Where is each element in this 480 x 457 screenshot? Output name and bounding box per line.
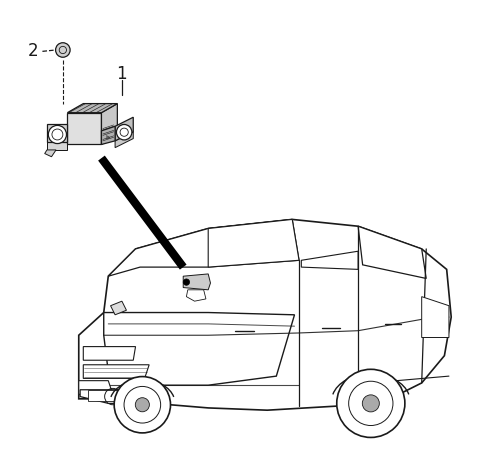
Circle shape bbox=[48, 125, 67, 143]
Circle shape bbox=[135, 398, 149, 412]
Polygon shape bbox=[79, 381, 113, 394]
Polygon shape bbox=[101, 126, 115, 144]
Polygon shape bbox=[186, 290, 206, 301]
Polygon shape bbox=[101, 104, 118, 144]
Polygon shape bbox=[45, 150, 56, 157]
Polygon shape bbox=[47, 142, 67, 150]
Circle shape bbox=[56, 43, 70, 57]
Text: b: b bbox=[106, 135, 109, 140]
Polygon shape bbox=[422, 297, 449, 338]
Text: 1: 1 bbox=[117, 65, 127, 83]
Polygon shape bbox=[183, 274, 210, 290]
Polygon shape bbox=[115, 132, 133, 148]
Polygon shape bbox=[301, 251, 358, 269]
Circle shape bbox=[183, 279, 190, 285]
Polygon shape bbox=[115, 117, 133, 141]
Polygon shape bbox=[88, 390, 126, 401]
Polygon shape bbox=[108, 219, 299, 276]
Text: 2: 2 bbox=[28, 43, 39, 60]
Polygon shape bbox=[84, 365, 149, 378]
Polygon shape bbox=[358, 226, 426, 278]
Polygon shape bbox=[80, 390, 154, 404]
Circle shape bbox=[114, 377, 170, 433]
Polygon shape bbox=[47, 124, 67, 142]
Polygon shape bbox=[104, 313, 295, 385]
Polygon shape bbox=[208, 219, 299, 267]
Circle shape bbox=[337, 369, 405, 437]
Circle shape bbox=[362, 395, 379, 412]
Polygon shape bbox=[67, 104, 118, 113]
Polygon shape bbox=[79, 219, 451, 410]
Polygon shape bbox=[110, 301, 126, 315]
Polygon shape bbox=[84, 346, 135, 360]
Polygon shape bbox=[67, 113, 101, 144]
Circle shape bbox=[117, 124, 132, 140]
